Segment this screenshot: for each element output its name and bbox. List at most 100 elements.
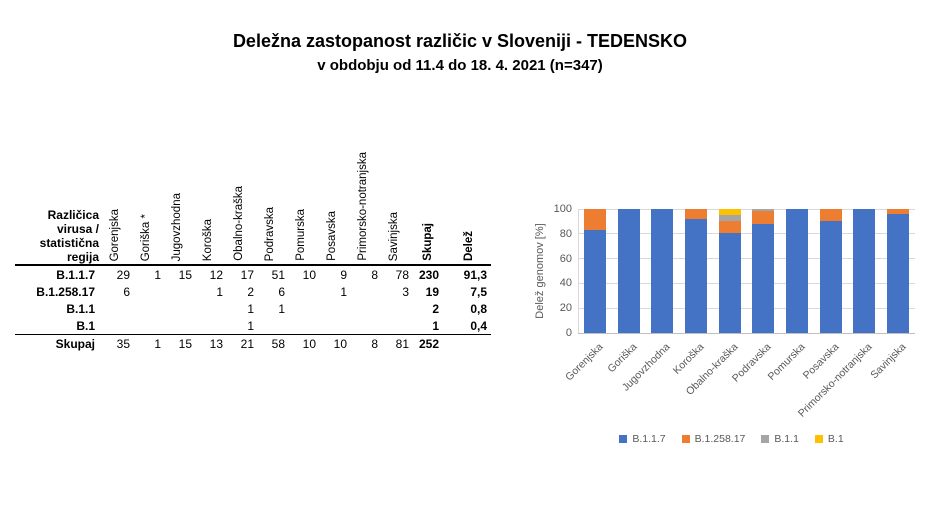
legend-label: B.1 [827, 433, 844, 445]
table-cell: 1 [130, 334, 161, 352]
table-cell [347, 283, 378, 300]
stacked-bar-chart: Delež genomov [%] 0 20 40 60 80 100 Gorenjska… [520, 185, 943, 485]
x-axis-line [578, 333, 915, 334]
legend-swatch [814, 435, 823, 443]
table-cell [378, 300, 409, 317]
column-header-total: Skupaj [422, 223, 434, 261]
table-cell: 6 [278, 284, 285, 299]
bar-segment-B.1.1.7 [853, 209, 876, 333]
table-cell: 81 [378, 334, 409, 352]
column-header-jugovzhodna: Jugovzhodna [170, 192, 183, 261]
table-cell: 3 [402, 284, 409, 299]
bar-segment-B.1.1.7 [887, 213, 910, 333]
bar-segment-B.1.1.7 [819, 221, 842, 333]
table-cell: 10 [316, 334, 347, 352]
legend-label: B.1.258.17 [694, 433, 746, 445]
chart-legend: B.1.1.7 B.1.258.17 B.1.1 B.1 [520, 433, 943, 445]
table-cell [254, 317, 285, 335]
table-cell [161, 283, 192, 300]
table-cell: 10 [285, 334, 316, 352]
table-cell: 6 [123, 284, 130, 299]
gridline [578, 258, 915, 260]
table-cell: 8 [371, 267, 378, 282]
table-cell [161, 300, 192, 317]
table-cell-share [447, 334, 491, 352]
y-axis-tick: 20 [559, 302, 572, 315]
bar-segment-B.1.1.7 [684, 218, 707, 333]
bar-segment-B.1.1.7 [752, 224, 775, 333]
table-cell [99, 300, 130, 317]
table-cell: 13 [192, 334, 223, 352]
column-header-primorsko-notranjska: Primorsko-notranjska [356, 152, 369, 261]
table-cell [192, 300, 223, 317]
table-cell [161, 317, 192, 335]
row-label: B.1.258.17 [36, 284, 95, 299]
table-cell: 15 [178, 267, 192, 282]
table-cell: 1 [216, 284, 223, 299]
row-label: B.1.1 [66, 301, 95, 316]
table-cell [285, 317, 316, 335]
table-cell: 51 [271, 267, 285, 282]
bar-segment-B.1.1.7 [583, 230, 606, 333]
y-axis-tick: 100 [553, 203, 572, 215]
bar-segment-B.1.258.17 [819, 209, 842, 222]
column-header-pomurska: Pomurska [294, 209, 307, 261]
column-header-gorenjska: Gorenjska [108, 208, 121, 261]
gridline [578, 233, 915, 235]
corner-header: Različica virusa / statistična regija [15, 148, 99, 266]
table-cell: 78 [395, 267, 409, 282]
bar-segment-B.1.1.7 [651, 209, 674, 333]
table-cell [347, 300, 378, 317]
row-label: B.1 [76, 318, 95, 333]
table-cell [130, 317, 161, 335]
gridline [578, 307, 915, 309]
table-cell-total: 19 [425, 284, 439, 299]
row-label: Skupaj [15, 334, 99, 352]
column-header-savinjska: Savinjska [387, 211, 400, 261]
column-header-koroska: Koroška [201, 218, 214, 261]
bar-segment-B.1.258.17 [718, 220, 741, 233]
gridline [578, 282, 915, 284]
table-total-row: Skupaj 35 1 15 13 21 58 10 10 8 81 252 [15, 334, 491, 352]
y-axis-tick: 60 [559, 252, 572, 265]
table-cell [130, 300, 161, 317]
table-cell: 8 [347, 334, 378, 352]
table-cell [285, 283, 316, 300]
table-cell: 2 [247, 284, 254, 299]
table-cell: 10 [302, 267, 316, 282]
table-cell-share: 0,4 [470, 318, 487, 333]
table-cell-total: 230 [418, 267, 439, 282]
table-cell-total: 252 [409, 334, 447, 352]
bar-segment-B.1.1 [718, 214, 741, 221]
legend-swatch [619, 435, 628, 443]
table-row: B.1.1 1 1 2 0,8 [15, 300, 491, 317]
legend-label: B.1.1.7 [632, 433, 666, 445]
table-cell [285, 300, 316, 317]
column-header-goriska: Goriška * [139, 213, 152, 261]
table-cell: 15 [161, 334, 192, 352]
column-header-obalno-kraska: Obalno-kraška [232, 186, 245, 261]
table-cell: 1 [247, 318, 254, 333]
table-cell: 35 [99, 334, 130, 352]
y-axis-tick: 40 [559, 277, 572, 290]
bar-segment-B.1.1.7 [786, 209, 809, 333]
table-cell-share: 91,3 [463, 267, 487, 282]
bar-segment-B.1.1 [752, 209, 775, 212]
table-cell [347, 317, 378, 335]
table-cell: 17 [240, 267, 254, 282]
table-header: Različica virusa / statistična regija Go… [15, 148, 491, 266]
table-cell [378, 317, 409, 335]
legend-swatch [761, 435, 770, 443]
table-cell: 21 [223, 334, 254, 352]
plot-area [578, 208, 915, 334]
legend-item: B.1 [814, 433, 844, 445]
page-title: Deležna zastopanost različic v Sloveniji… [232, 31, 688, 51]
bar-segment-B.1 [718, 209, 741, 215]
table-row: B.1.258.17 6 1 2 6 1 3 19 7,5 [15, 283, 491, 300]
legend-swatch [681, 435, 690, 443]
table-cell-total: 2 [432, 301, 439, 316]
table-cell: 1 [278, 301, 285, 316]
y-axis-tick: 80 [559, 227, 572, 240]
legend-item: B.1.1 [761, 433, 799, 445]
